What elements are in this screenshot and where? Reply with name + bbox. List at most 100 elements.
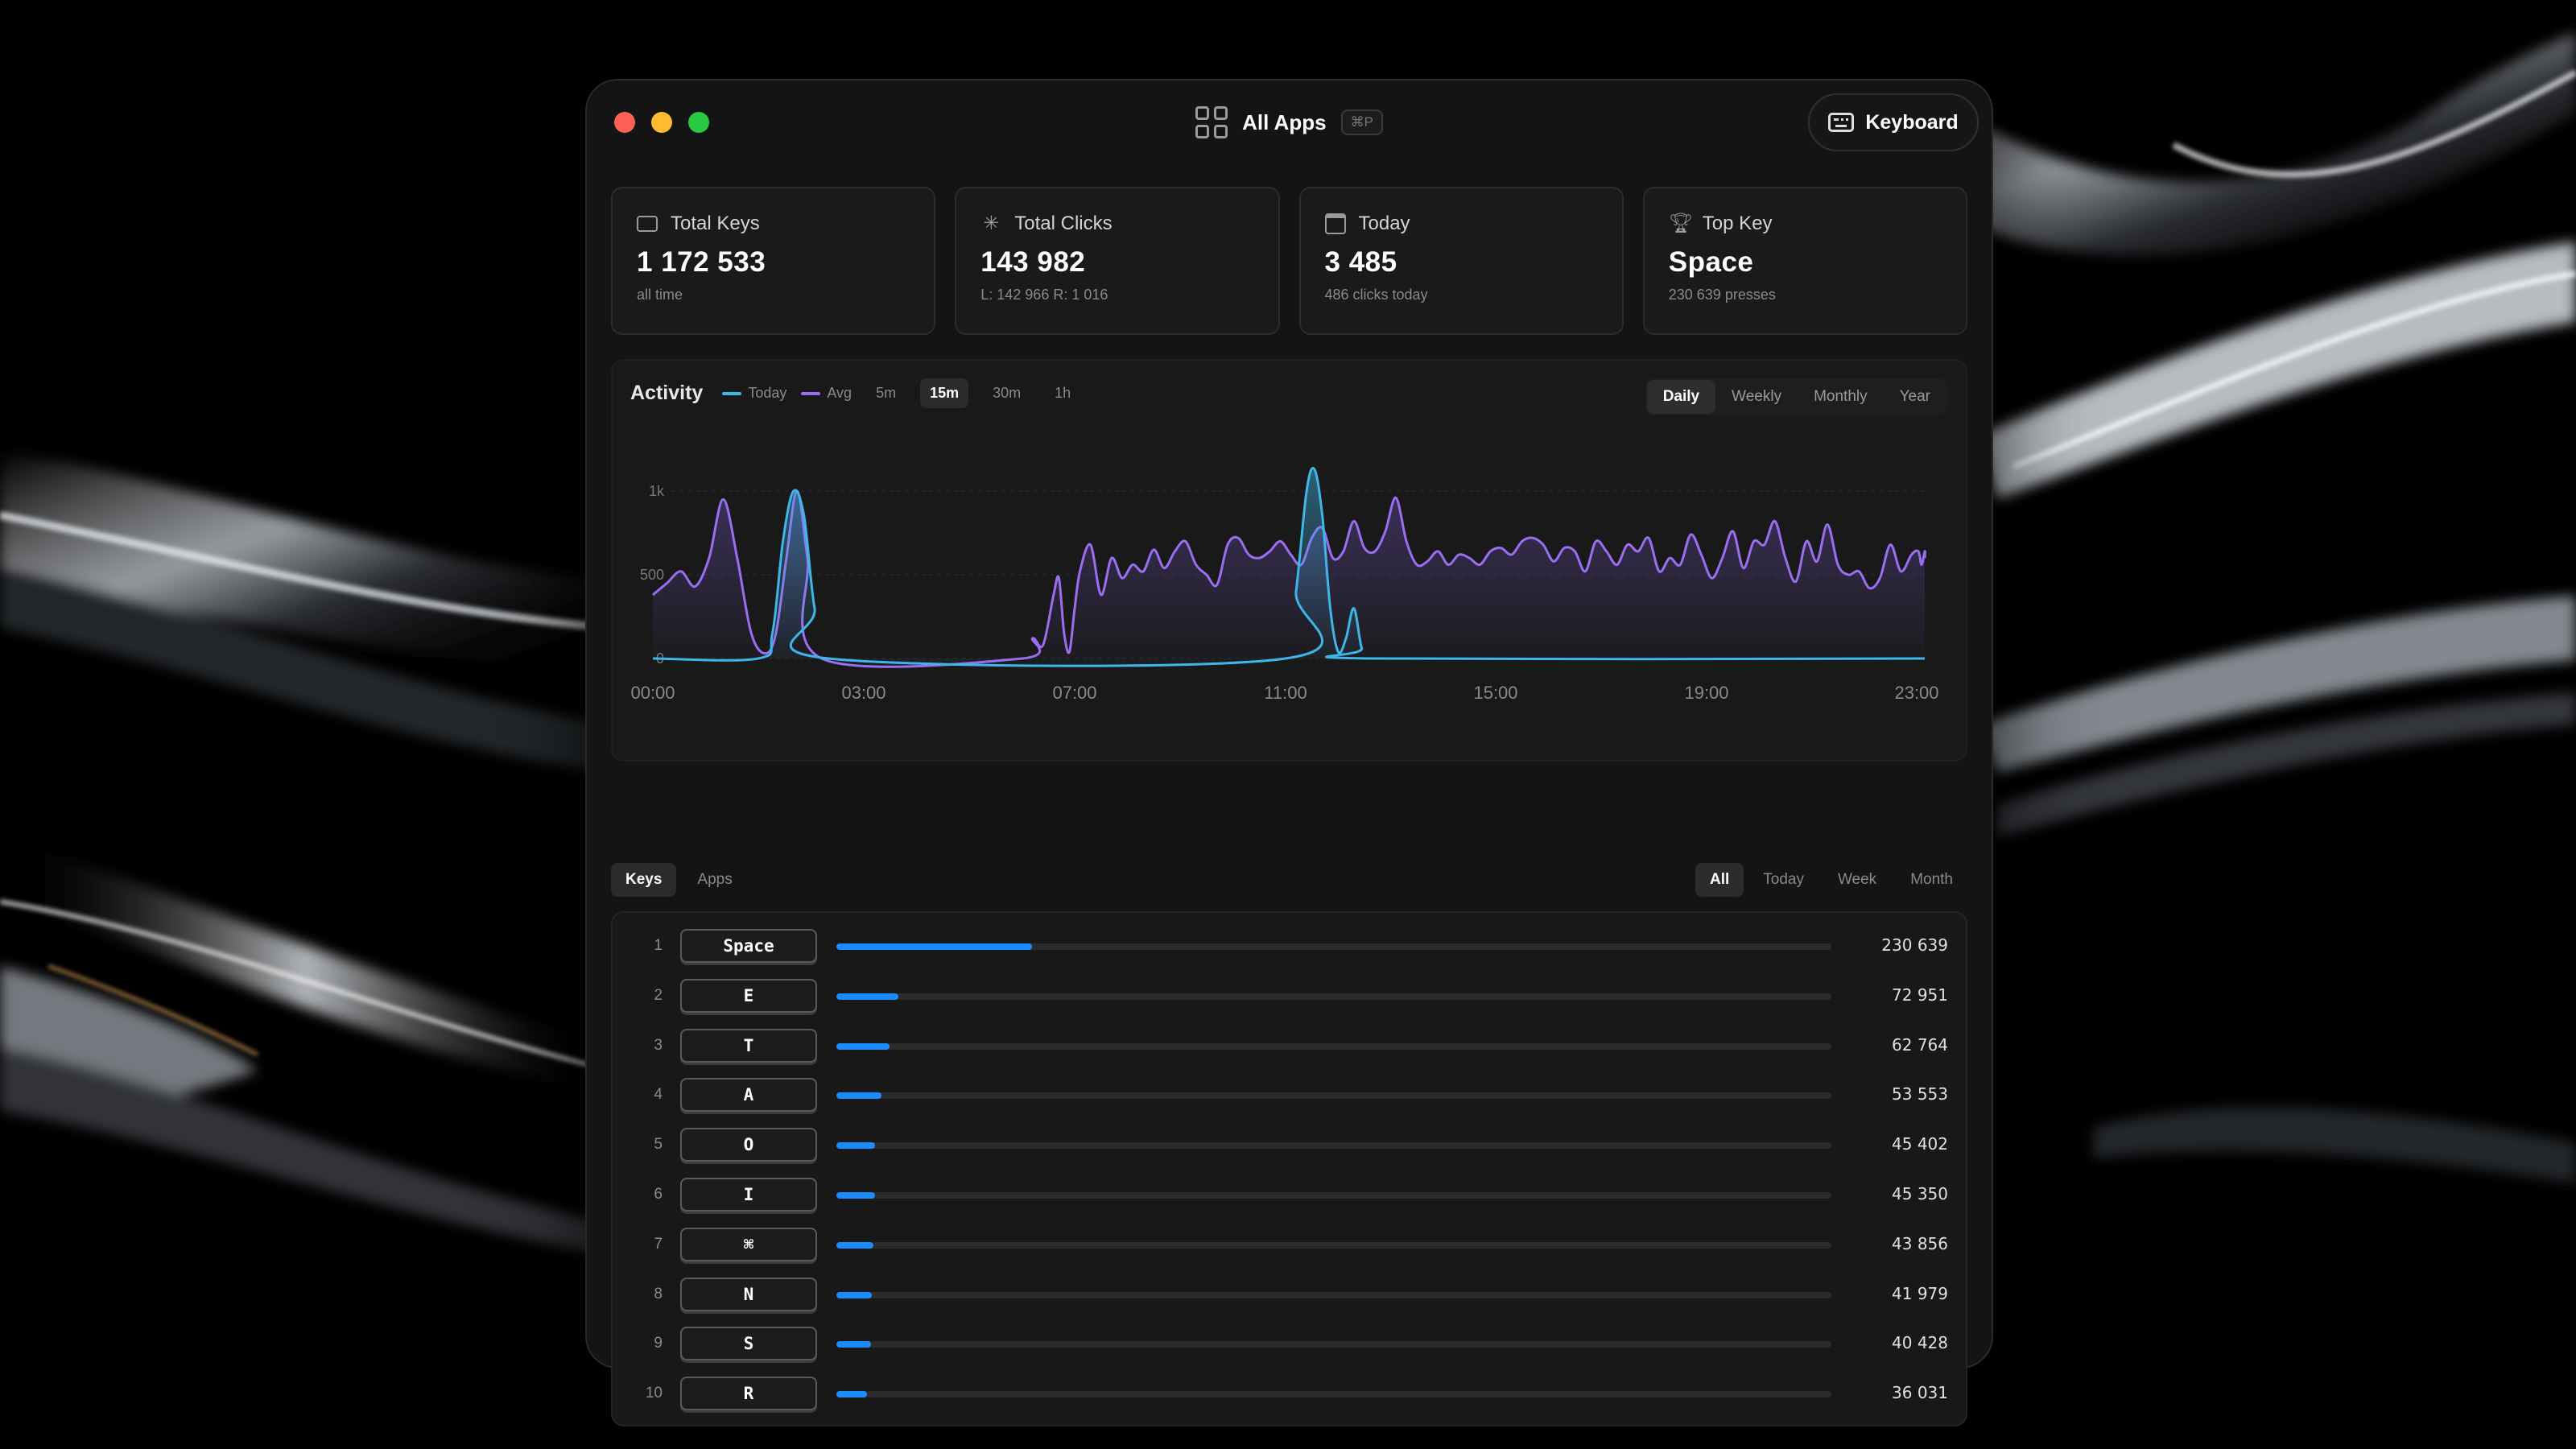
x-tick-label: 19:00 xyxy=(1684,683,1728,703)
stat-card-total-clicks: ✳ Total Clicks 143 982 L: 142 966 R: 1 0… xyxy=(955,187,1280,335)
activity-title: Activity xyxy=(630,382,704,404)
key-row[interactable]: 6 I 45 350 xyxy=(613,1170,1966,1220)
activity-chart: 05001k00:0003:0007:0011:0015:0019:0023:0… xyxy=(630,466,1939,703)
key-row[interactable]: 2 E 72 951 xyxy=(613,971,1966,1021)
shortcut-badge: ⌘P xyxy=(1340,109,1383,135)
rank-number: 1 xyxy=(654,937,663,954)
interval-15m[interactable]: 15m xyxy=(920,378,969,408)
series-area-today xyxy=(653,468,1925,667)
rank-number: 7 xyxy=(654,1235,663,1253)
window-controls xyxy=(614,112,709,133)
stat-card-top-key: 🏆︎ Top Key Space 230 639 presses xyxy=(1642,187,1967,335)
activity-panel: 05001k00:0003:0007:0011:0015:0019:0023:0… xyxy=(611,359,1967,762)
stats-row: Total Keys 1 172 533 all time ✳ Total Cl… xyxy=(611,187,1967,335)
keycap: O xyxy=(680,1128,817,1162)
usage-bar-fill xyxy=(836,993,898,1000)
usage-bar-track xyxy=(836,1241,1831,1249)
stat-label: Top Key xyxy=(1702,213,1773,234)
key-row[interactable]: 5 O 45 402 xyxy=(613,1120,1966,1170)
stat-sub: 486 clicks today xyxy=(1324,287,1428,303)
x-tick-label: 23:00 xyxy=(1894,683,1938,703)
series-line-today xyxy=(652,466,1926,667)
rank-number: 2 xyxy=(654,986,663,1004)
press-count: 230 639 xyxy=(1881,935,1948,955)
minimize-window-button[interactable] xyxy=(651,112,672,133)
usage-bar-track xyxy=(836,1092,1831,1100)
interval-5m[interactable]: 5m xyxy=(876,385,897,401)
rank-number: 4 xyxy=(654,1086,663,1104)
range-year[interactable]: Year xyxy=(1899,388,1930,405)
keycap: T xyxy=(680,1028,817,1063)
filter-today[interactable]: Today xyxy=(1763,871,1804,888)
press-count: 45 350 xyxy=(1892,1183,1948,1203)
range-weekly[interactable]: Weekly xyxy=(1732,388,1782,405)
keyboard-button-label: Keyboard xyxy=(1865,110,1959,134)
press-count: 41 979 xyxy=(1892,1283,1948,1303)
rank-number: 8 xyxy=(654,1285,663,1302)
usage-bar-fill xyxy=(836,943,1033,950)
legend-avg: Avg xyxy=(801,385,852,402)
usage-bar-track xyxy=(836,1291,1831,1298)
keyboard-button[interactable]: Keyboard xyxy=(1808,93,1979,151)
range-daily[interactable]: Daily xyxy=(1646,380,1716,414)
stat-sub: L: 142 966 R: 1 016 xyxy=(980,287,1108,303)
legend-today: Today xyxy=(722,385,786,402)
usage-bar-track xyxy=(836,1391,1831,1398)
press-count: 45 402 xyxy=(1892,1134,1948,1154)
keycap: E xyxy=(680,978,817,1013)
stat-value: 1 172 533 xyxy=(637,246,766,278)
press-count: 40 428 xyxy=(1892,1333,1948,1353)
y-tick-label: 500 xyxy=(640,567,664,583)
key-row[interactable]: 8 N 41 979 xyxy=(613,1269,1966,1319)
usage-bar-fill xyxy=(836,1142,875,1150)
usage-bar-fill xyxy=(836,1191,875,1199)
key-row[interactable]: 10 R 36 031 xyxy=(613,1368,1966,1418)
series-line-avg xyxy=(652,489,1926,668)
stat-card-total-keys: Total Keys 1 172 533 all time xyxy=(611,187,936,335)
usage-bar-fill xyxy=(836,1241,874,1249)
close-window-button[interactable] xyxy=(614,112,635,133)
app-title: All Apps xyxy=(1242,109,1327,134)
press-count: 36 031 xyxy=(1892,1383,1948,1403)
x-tick-label: 00:00 xyxy=(630,683,675,703)
filter-all[interactable]: All xyxy=(1695,863,1744,897)
x-tick-label: 11:00 xyxy=(1264,683,1307,703)
stat-value: 143 982 xyxy=(980,246,1086,278)
usage-bar-fill xyxy=(836,1291,873,1298)
keycap: A xyxy=(680,1078,817,1113)
keycap: Space xyxy=(680,929,817,963)
stat-value: 3 485 xyxy=(1324,246,1397,278)
usage-bar-fill xyxy=(836,1092,882,1100)
stat-label: Total Keys xyxy=(671,213,760,234)
keycap: ⌘ xyxy=(680,1227,817,1261)
filter-week[interactable]: Week xyxy=(1837,871,1877,888)
x-tick-label: 15:00 xyxy=(1473,683,1517,703)
interval-30m[interactable]: 30m xyxy=(993,385,1022,401)
usage-bar-track xyxy=(836,993,1831,1000)
calendar-icon xyxy=(1324,213,1346,234)
series-area-avg xyxy=(653,491,1926,667)
x-tick-label: 07:00 xyxy=(1052,683,1096,703)
range-tabs: Daily Weekly Monthly Year xyxy=(1645,378,1948,415)
rank-number: 5 xyxy=(654,1136,663,1154)
rank-number: 9 xyxy=(654,1335,663,1352)
zoom-window-button[interactable] xyxy=(688,112,709,133)
trophy-icon: 🏆︎ xyxy=(1668,213,1694,234)
keycap: I xyxy=(680,1177,817,1212)
key-row[interactable]: 1 Space 230 639 xyxy=(613,921,1966,971)
stat-card-today: Today 3 485 486 clicks today xyxy=(1298,187,1624,335)
key-row[interactable]: 7 ⌘ 43 856 xyxy=(613,1220,1966,1269)
range-monthly[interactable]: Monthly xyxy=(1814,388,1868,405)
rank-number: 10 xyxy=(645,1385,663,1402)
filter-month[interactable]: Month xyxy=(1910,871,1953,888)
app-switcher[interactable]: All Apps ⌘P xyxy=(587,106,1992,138)
key-row[interactable]: 3 T 62 764 xyxy=(613,1021,1966,1071)
press-count: 62 764 xyxy=(1892,1034,1948,1055)
usage-bar-fill xyxy=(836,1341,871,1348)
tab-apps[interactable]: Apps xyxy=(697,871,733,888)
key-row[interactable]: 4 A 53 553 xyxy=(613,1070,1966,1120)
tab-keys[interactable]: Keys xyxy=(611,863,677,897)
key-row[interactable]: 9 S 40 428 xyxy=(613,1319,1966,1368)
list-tabs: Keys Apps xyxy=(611,863,747,897)
interval-1h[interactable]: 1h xyxy=(1055,385,1071,401)
